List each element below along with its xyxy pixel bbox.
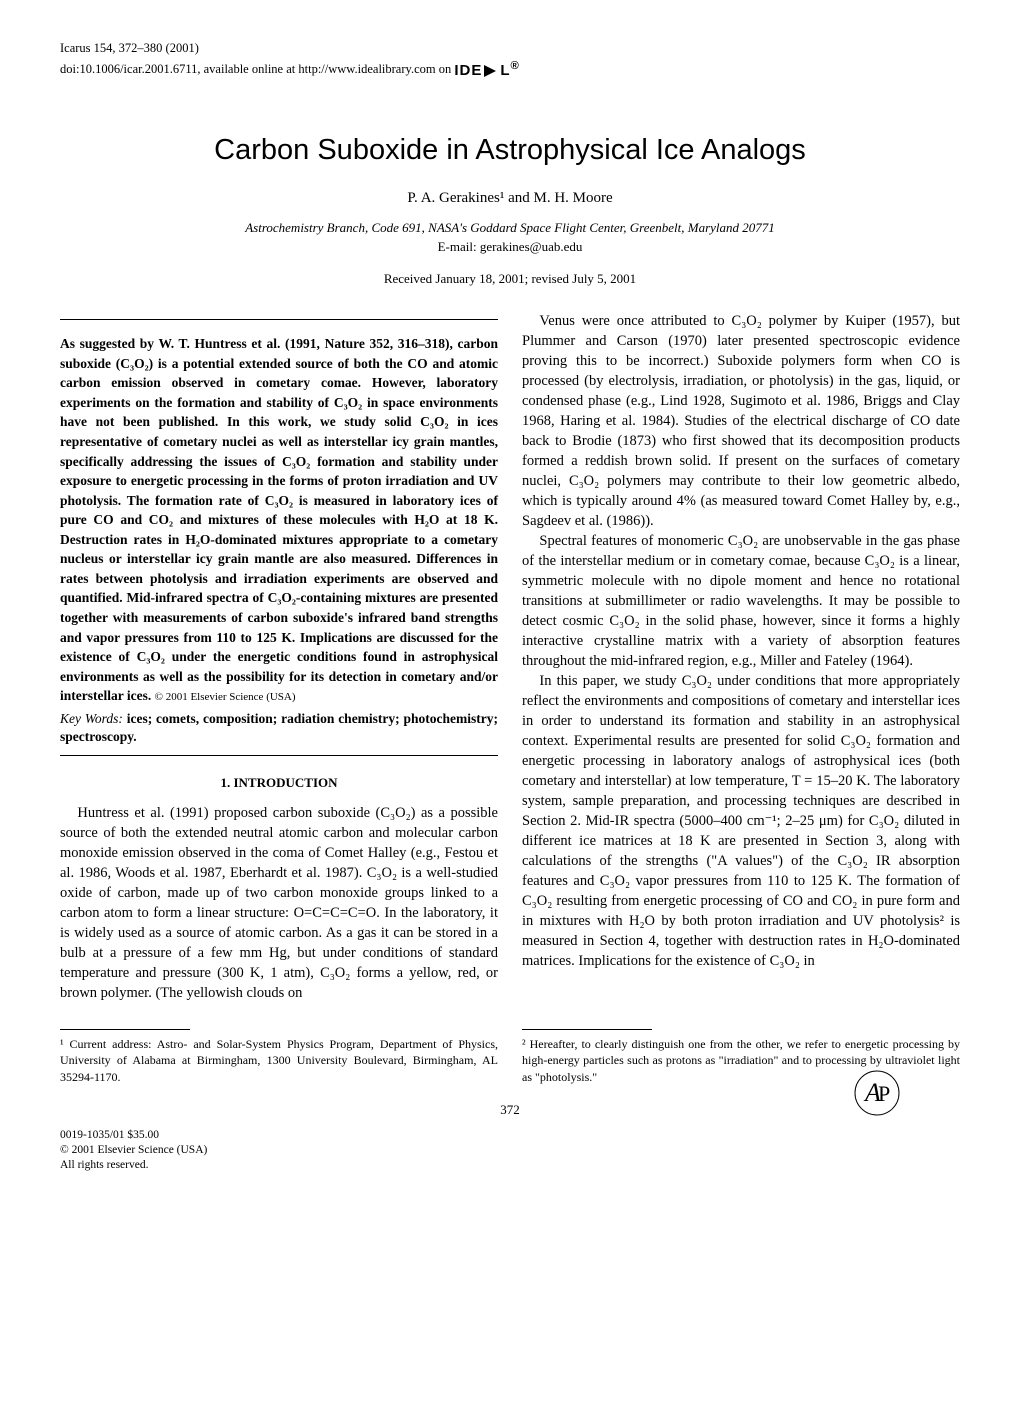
intro-body: Huntress et al. (1991) proposed carbon s…	[60, 803, 498, 1003]
col2-paragraph-3: In this paper, we study C₃O₂ under condi…	[522, 671, 960, 971]
journal-header: Icarus 154, 372–380 (2001)	[60, 40, 960, 57]
doi-line: doi:10.1006/icar.2001.6711, available on…	[60, 59, 960, 81]
page-number: 372	[60, 1101, 960, 1119]
keywords-label: Key Words:	[60, 711, 123, 726]
col2-paragraph-2: Spectral features of monomeric C₃O₂ are …	[522, 531, 960, 671]
doi-text: doi:10.1006/icar.2001.6711, available on…	[60, 62, 451, 76]
footnote-rule-left	[60, 1029, 190, 1030]
left-column: As suggested by W. T. Huntress et al. (1…	[60, 311, 498, 1003]
ideal-logo-text: IDE	[454, 62, 482, 79]
footnote-left: ¹ Current address: Astro- and Solar-Syst…	[60, 1029, 498, 1085]
abstract-bottom-rule	[60, 755, 498, 756]
copyright-footer: © 2001 Elsevier Science (USA)	[60, 1143, 960, 1158]
keywords: Key Words: ices; comets, composition; ra…	[60, 710, 498, 746]
email: E-mail: gerakines@uab.edu	[60, 238, 960, 256]
col2-paragraph-1: Venus were once attributed to C₃O₂ polym…	[522, 311, 960, 531]
abstract-copyright: © 2001 Elsevier Science (USA)	[155, 691, 296, 703]
footnotes: ¹ Current address: Astro- and Solar-Syst…	[60, 1029, 960, 1085]
abstract-top-rule	[60, 319, 498, 320]
footnote-1: ¹ Current address: Astro- and Solar-Syst…	[60, 1036, 498, 1085]
intro-paragraph-1: Huntress et al. (1991) proposed carbon s…	[60, 803, 498, 1003]
footer-block: 0019-1035/01 $35.00 © 2001 Elsevier Scie…	[60, 1128, 960, 1173]
rights-reserved: All rights reserved.	[60, 1158, 960, 1173]
main-columns: As suggested by W. T. Huntress et al. (1…	[60, 311, 960, 1003]
paper-title: Carbon Suboxide in Astrophysical Ice Ana…	[60, 131, 960, 170]
abstract: As suggested by W. T. Huntress et al. (1…	[60, 334, 498, 706]
affiliation: Astrochemistry Branch, Code 691, NASA's …	[60, 219, 960, 237]
registered-mark: ®	[511, 60, 520, 72]
svg-text:P: P	[878, 1081, 890, 1106]
ap-logo: A P	[854, 1070, 900, 1123]
abstract-text: As suggested by W. T. Huntress et al. (1…	[60, 336, 498, 703]
ideal-logo: IDE L®	[454, 59, 519, 81]
received-date: Received January 18, 2001; revised July …	[60, 270, 960, 288]
ideal-arrow-icon	[482, 63, 500, 79]
section-1-heading: 1. INTRODUCTION	[60, 774, 498, 792]
right-column: Venus were once attributed to C₃O₂ polym…	[522, 311, 960, 1003]
footnote-rule-right	[522, 1029, 652, 1030]
ideal-logo-l: L	[500, 62, 510, 79]
ap-logo-icon: A P	[854, 1070, 900, 1116]
authors: P. A. Gerakines¹ and M. H. Moore	[60, 188, 960, 208]
keywords-text: ices; comets, composition; radiation che…	[60, 711, 498, 744]
issn: 0019-1035/01 $35.00	[60, 1128, 960, 1143]
